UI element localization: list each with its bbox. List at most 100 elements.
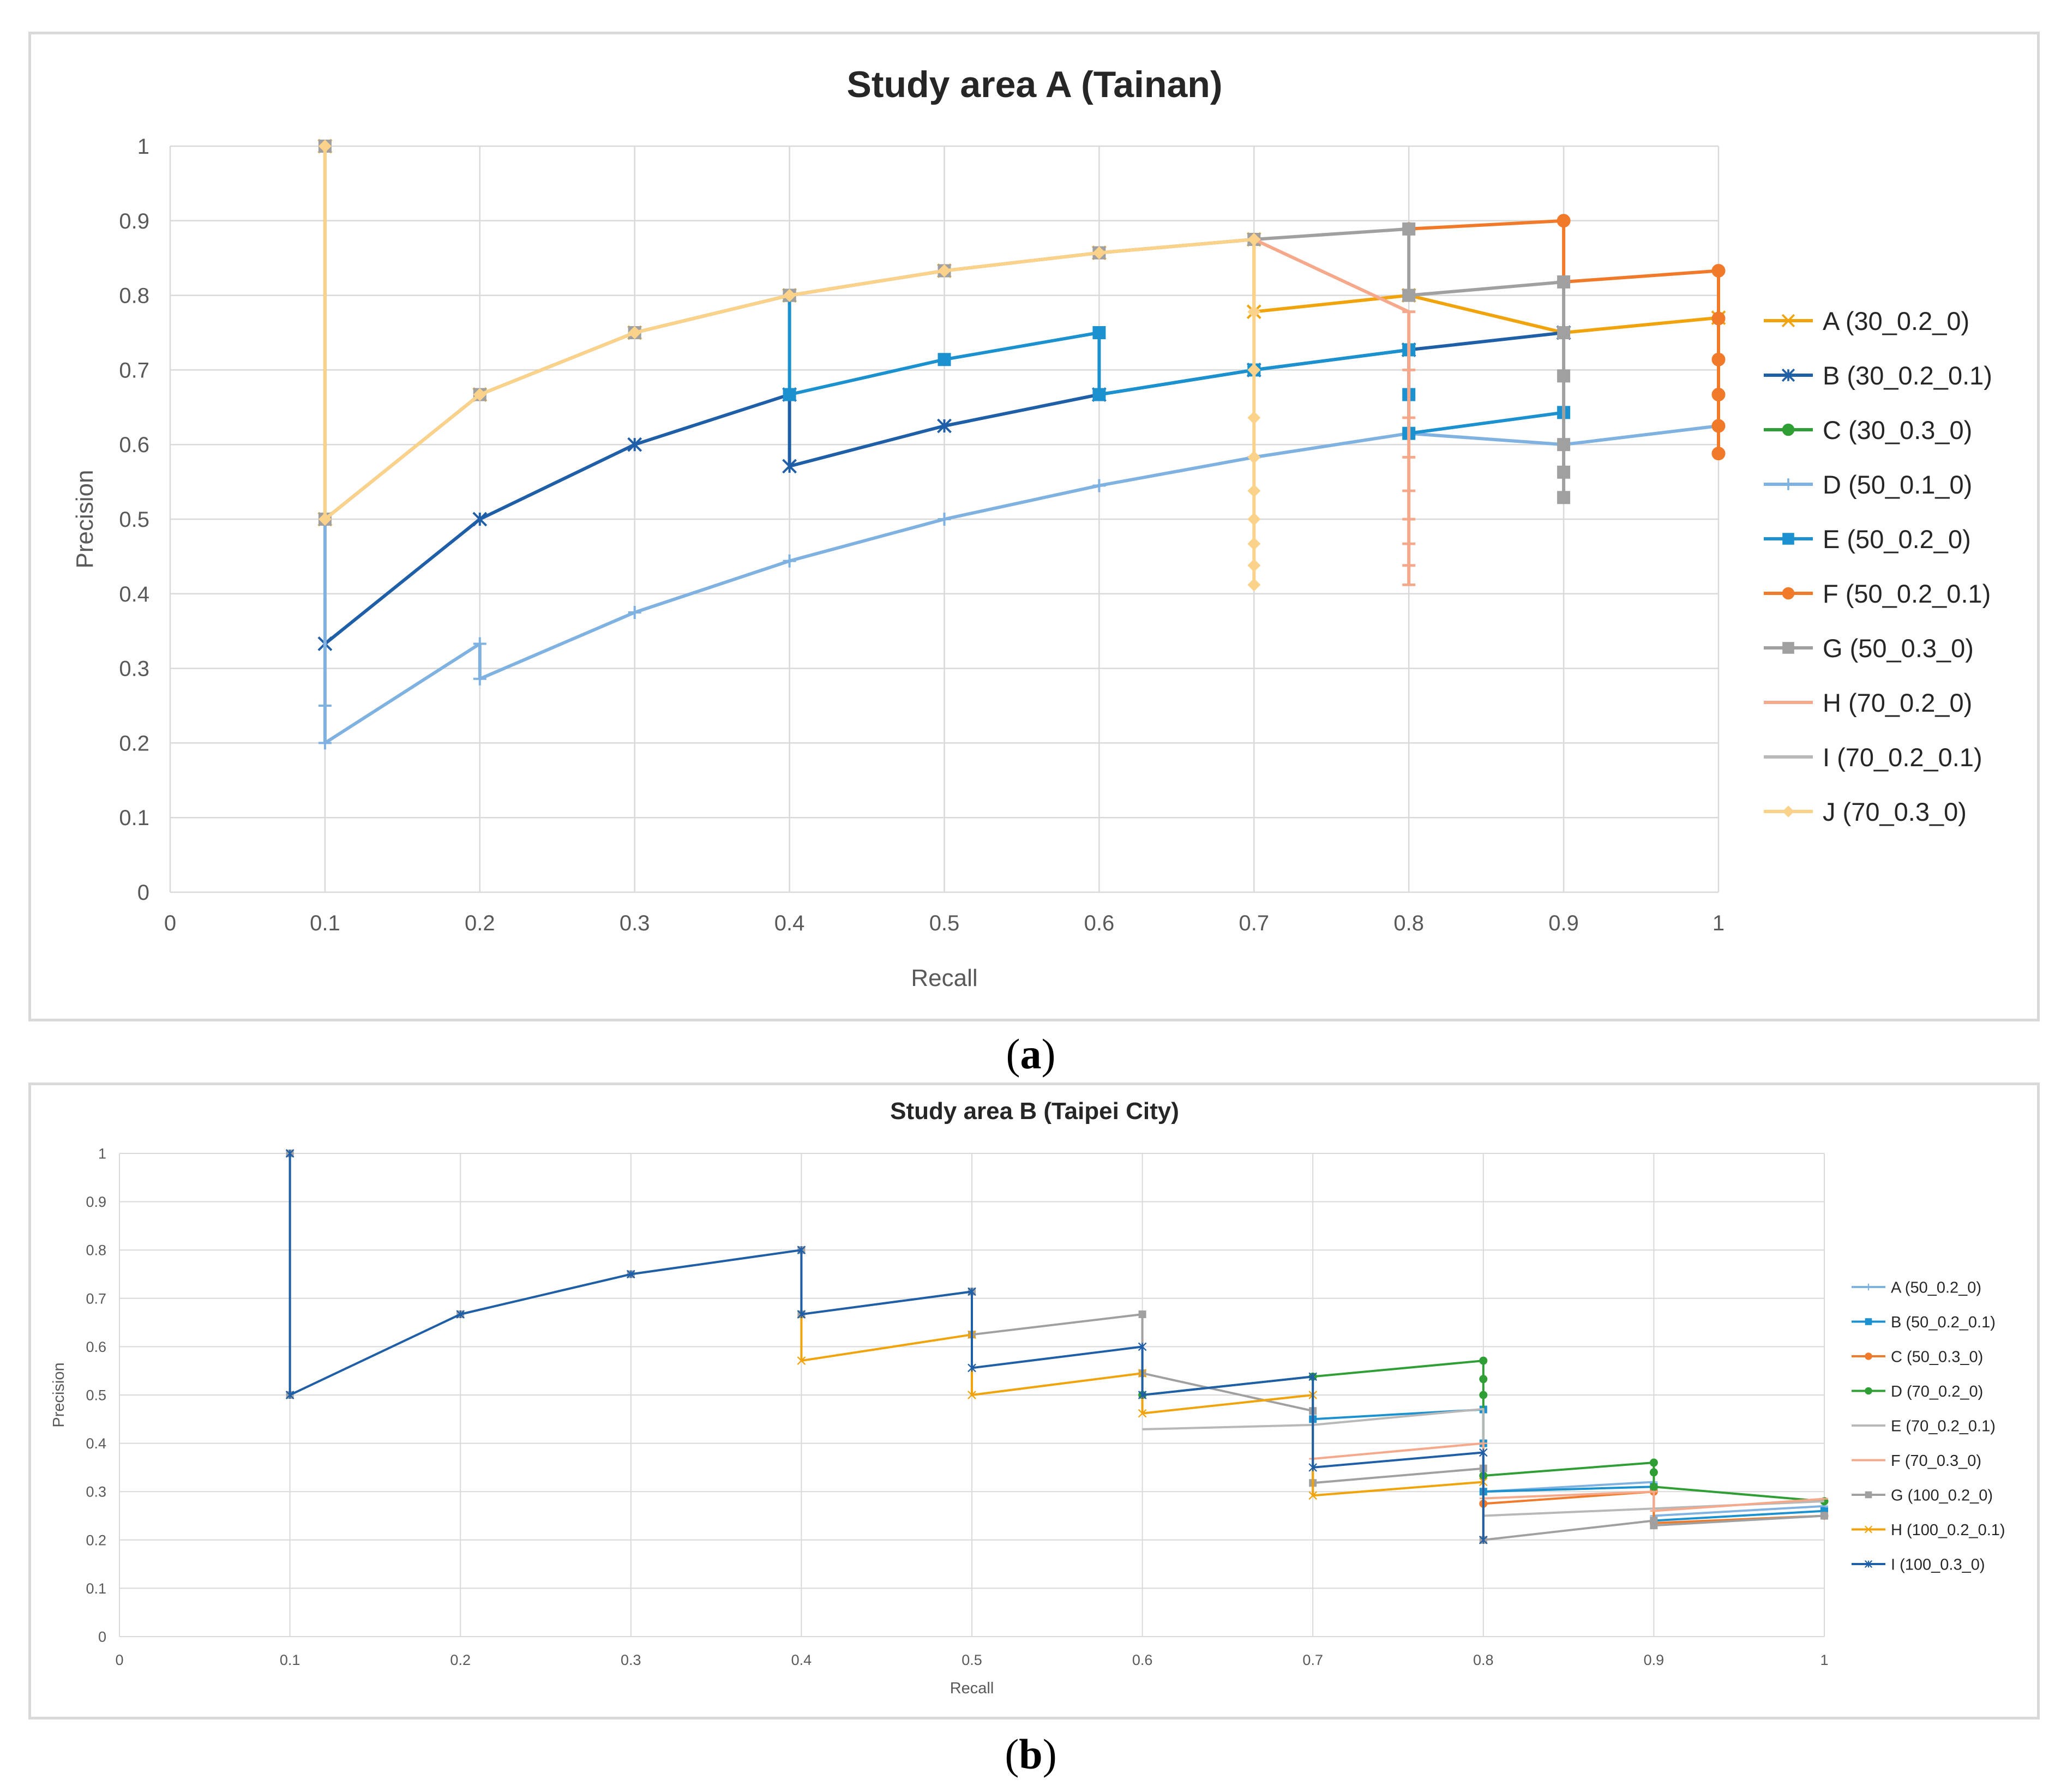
data-point bbox=[1711, 419, 1726, 433]
data-point bbox=[1138, 1342, 1147, 1351]
data-point bbox=[797, 1356, 806, 1365]
x-tick-label: 0.2 bbox=[465, 911, 495, 935]
legend-swatch-marker bbox=[1865, 1387, 1872, 1395]
legend-swatch-marker bbox=[1864, 1525, 1873, 1534]
data-point bbox=[1092, 246, 1106, 260]
data-point bbox=[968, 1391, 976, 1399]
y-tick-label: 0 bbox=[137, 881, 149, 905]
data-point bbox=[937, 418, 952, 434]
data-point bbox=[1711, 352, 1726, 366]
data-point bbox=[1649, 1458, 1658, 1467]
legend-item-a-30-0-2-0: A (30_0.2_0) bbox=[1764, 306, 1969, 335]
x-tick-label: 0 bbox=[115, 1652, 123, 1668]
legend-swatch-marker bbox=[1864, 1560, 1873, 1568]
data-point bbox=[318, 736, 332, 750]
data-point bbox=[1479, 1448, 1488, 1457]
x-tick-label: 0.8 bbox=[1473, 1652, 1494, 1668]
x-tick-label: 0.6 bbox=[1132, 1652, 1153, 1668]
x-axis-label: Recall bbox=[911, 965, 977, 991]
y-tick-label: 0.3 bbox=[86, 1484, 106, 1500]
data-point bbox=[1711, 447, 1726, 461]
data-point bbox=[968, 1363, 976, 1373]
data-point bbox=[472, 512, 488, 527]
legend-item-j-70-0-3-0: J (70_0.3_0) bbox=[1764, 797, 1967, 826]
data-point bbox=[1138, 1310, 1146, 1319]
y-tick-label: 0.3 bbox=[119, 657, 149, 681]
data-point bbox=[1557, 465, 1571, 479]
legend-item-e-50-0-2-0: E (50_0.2_0) bbox=[1764, 525, 1971, 554]
x-tick-label: 1 bbox=[1820, 1652, 1828, 1668]
data-point bbox=[1649, 1482, 1658, 1491]
data-point bbox=[318, 699, 332, 712]
y-tick-label: 0.2 bbox=[86, 1532, 106, 1548]
data-point bbox=[938, 264, 951, 278]
x-tick-label: 0.9 bbox=[1548, 911, 1579, 935]
data-point bbox=[1402, 288, 1416, 302]
data-point bbox=[1247, 513, 1261, 526]
legend-label: F (50_0.2_0.1) bbox=[1823, 579, 1991, 608]
data-point bbox=[1711, 263, 1726, 278]
legend-item-h-100-0-2-0-1: H (100_0.2_0.1) bbox=[1852, 1522, 2005, 1539]
y-tick-label: 0.8 bbox=[86, 1242, 106, 1259]
data-point bbox=[797, 1246, 806, 1255]
data-point bbox=[285, 1391, 295, 1399]
legend-item-b-30-0-2-0-1: B (30_0.2_0.1) bbox=[1764, 361, 1992, 390]
y-tick-label: 0.7 bbox=[86, 1290, 106, 1307]
x-tick-label: 0.9 bbox=[1644, 1652, 1665, 1668]
data-point bbox=[318, 140, 332, 153]
legend-item-e-70-0-2-0-1: E (70_0.2_0.1) bbox=[1852, 1417, 1996, 1435]
legend-item-i-100-0-3-0: I (100_0.3_0) bbox=[1852, 1556, 1985, 1573]
data-point bbox=[1308, 1463, 1318, 1472]
legend-swatch-marker bbox=[1782, 805, 1794, 817]
data-point bbox=[1557, 326, 1571, 339]
data-point bbox=[1650, 1522, 1658, 1530]
data-point bbox=[1247, 305, 1261, 318]
y-tick-label: 1 bbox=[98, 1145, 106, 1162]
legend-item-g-50-0-3-0: G (50_0.3_0) bbox=[1764, 634, 1974, 663]
series-line bbox=[289, 1153, 1485, 1540]
y-tick-label: 0.4 bbox=[119, 582, 149, 606]
data-point bbox=[783, 554, 796, 568]
x-tick-label: 0.7 bbox=[1302, 1652, 1323, 1668]
legend-swatch-marker bbox=[1782, 587, 1795, 600]
data-point bbox=[1557, 275, 1571, 288]
x-tick-label: 0.8 bbox=[1393, 911, 1424, 935]
data-point bbox=[456, 1310, 465, 1319]
series-line bbox=[1253, 238, 1411, 585]
chart-a-svg: Study area A (Tainan) 0 0.1 0.2 0.3 0.4 0.5 0.6… bbox=[71, 64, 1992, 991]
legend-label: H (70_0.2_0) bbox=[1823, 688, 1972, 717]
legend-item-f-70-0-3-0: F (70_0.3_0) bbox=[1852, 1452, 1981, 1470]
x-tick-label: 0 bbox=[164, 911, 176, 935]
caption-b: (b) bbox=[1005, 1730, 1057, 1778]
y-tick-label: 0.6 bbox=[119, 433, 149, 457]
legend-label: B (50_0.2_0.1) bbox=[1891, 1314, 1996, 1331]
x-tick-label: 0.4 bbox=[791, 1652, 812, 1668]
legend-swatch-marker bbox=[1782, 642, 1794, 654]
data-point bbox=[1557, 491, 1571, 504]
chart-panel-a: Study area A (Tainan) 0 0.1 0.2 0.3 0.4 0.5 0.6… bbox=[28, 32, 2040, 1021]
series-a-30-0-2-0 bbox=[317, 139, 1726, 527]
data-point bbox=[1479, 1391, 1488, 1399]
legend-swatch-marker bbox=[1781, 368, 1795, 382]
data-point bbox=[1247, 484, 1261, 498]
y-tick-label: 0.4 bbox=[86, 1435, 106, 1452]
y-tick-label: 0.6 bbox=[86, 1339, 106, 1355]
data-point bbox=[1247, 450, 1261, 464]
data-point bbox=[1402, 222, 1416, 236]
data-point bbox=[1557, 369, 1571, 383]
data-point bbox=[1711, 311, 1726, 326]
legend: A (50_0.2_0) B (50_0.2_0.1) C (50_0.3_0) D … bbox=[1852, 1279, 2005, 1573]
legend-item-d-50-0-1-0: D (50_0.1_0) bbox=[1764, 470, 1972, 499]
legend-label: E (70_0.2_0.1) bbox=[1891, 1417, 1996, 1435]
legend-swatch-marker bbox=[1782, 533, 1794, 545]
series-e-50-0-2-0 bbox=[783, 288, 1571, 440]
legend-label: C (50_0.3_0) bbox=[1891, 1348, 1983, 1366]
legend-item-c-50-0-3-0: C (50_0.3_0) bbox=[1852, 1348, 1983, 1366]
data-point bbox=[938, 513, 951, 526]
legend-label: A (50_0.2_0) bbox=[1891, 1279, 1981, 1296]
data-point bbox=[1138, 1409, 1147, 1418]
x-tick-label: 1 bbox=[1713, 911, 1724, 935]
data-point bbox=[783, 388, 796, 401]
legend-item-c-30-0-3-0: C (30_0.3_0) bbox=[1764, 416, 1972, 444]
data-point bbox=[626, 1270, 635, 1279]
